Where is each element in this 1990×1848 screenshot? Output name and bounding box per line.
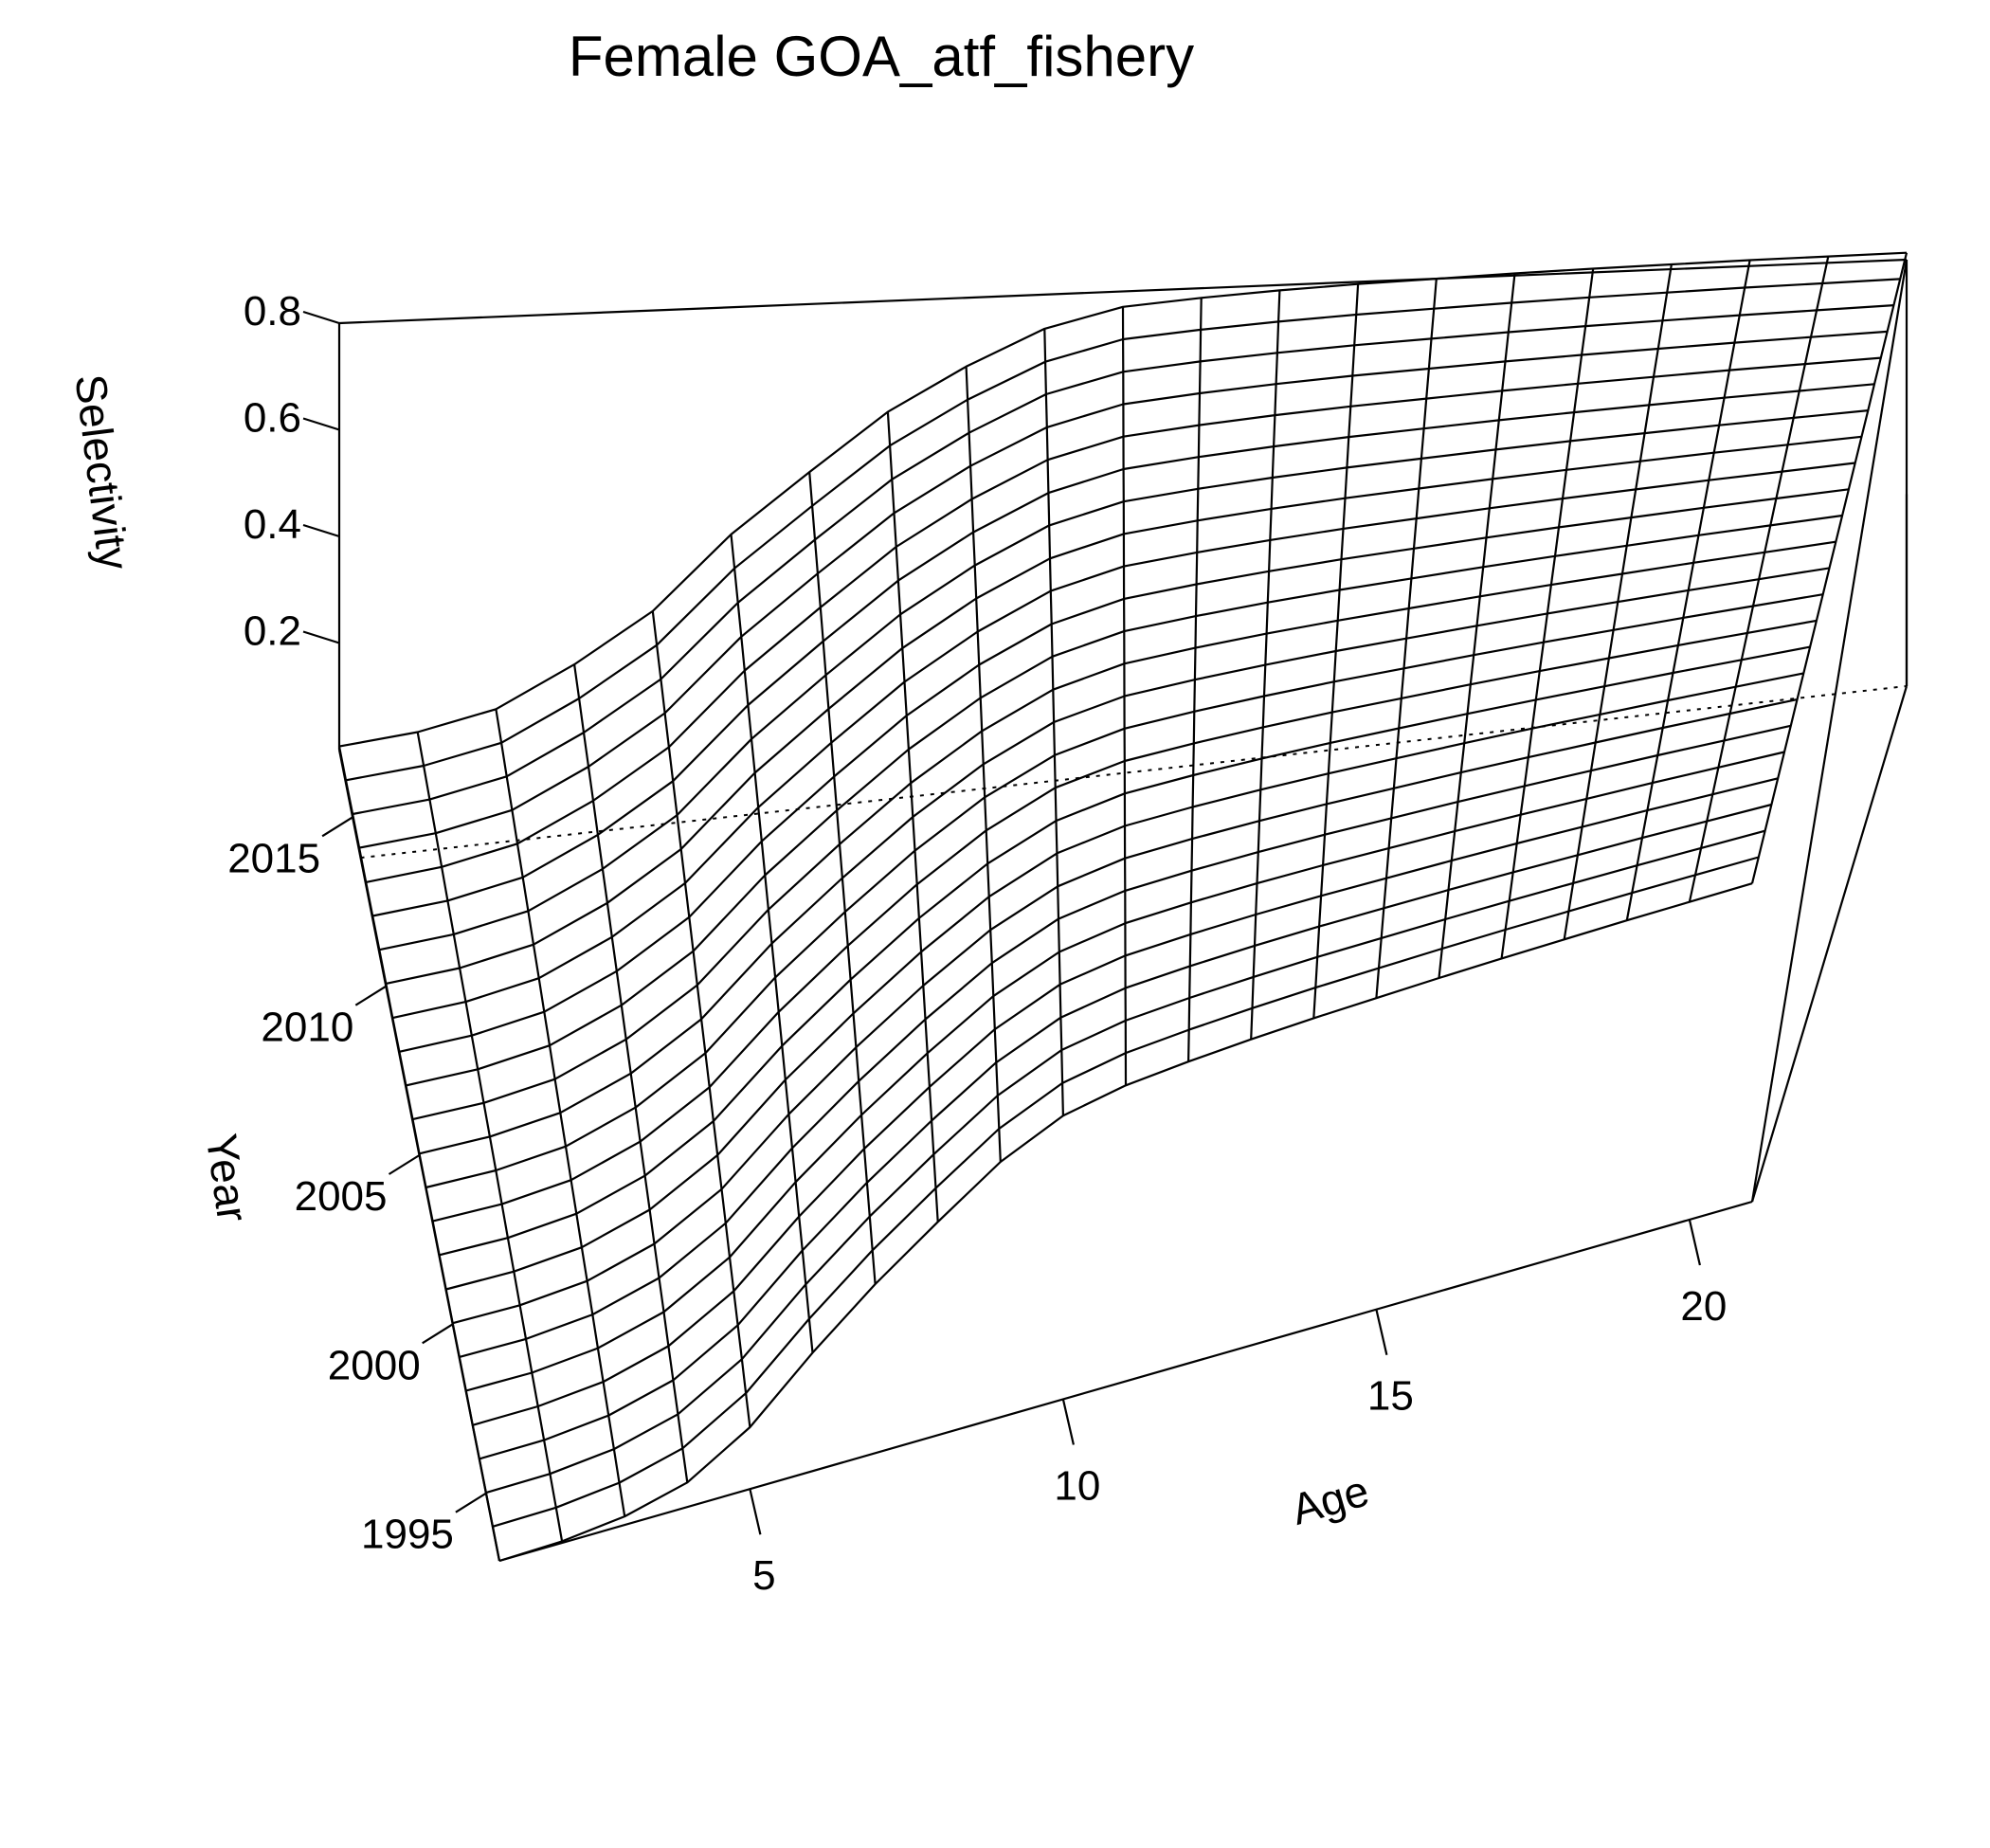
z-tick-0.6 — [302, 417, 340, 431]
z-tick-0.8 — [302, 310, 340, 325]
surface-age-line-4 — [573, 663, 689, 1483]
z-tick-label-0.4: 0.4 — [244, 501, 301, 548]
surface-mesh — [337, 251, 1909, 1563]
y-tick-1995 — [455, 1492, 487, 1513]
x-tick-20 — [1688, 1219, 1701, 1266]
surface-age-line-18 — [1563, 263, 1673, 940]
z-tick-0.2 — [302, 630, 340, 644]
surface-age-line-3 — [495, 709, 626, 1517]
y-tick-2015 — [321, 816, 353, 838]
y-tick-label-2000: 2000 — [328, 1342, 421, 1388]
x-tick-label-10: 10 — [1054, 1463, 1100, 1510]
bounding-box-front — [337, 749, 1753, 1563]
surface-age-line-10 — [1043, 328, 1064, 1116]
x-tick-label-5: 5 — [752, 1552, 775, 1599]
z-tick-label-0.2: 0.2 — [244, 608, 301, 655]
surface-age-line-14 — [1312, 283, 1360, 1019]
y-tick-label-2005: 2005 — [295, 1173, 388, 1220]
surface-age-line-11 — [1121, 306, 1128, 1086]
surface-age-line-7 — [808, 472, 877, 1285]
surface-age-line-17 — [1500, 268, 1595, 959]
y-tick-label-2010: 2010 — [261, 1005, 353, 1051]
bounding-box-back — [337, 258, 1909, 1203]
x-tick-10 — [1061, 1399, 1075, 1445]
x-tick-label-15: 15 — [1367, 1373, 1414, 1420]
y-tick-label-2015: 2015 — [227, 835, 320, 881]
surface-age-line-19 — [1625, 260, 1751, 921]
x-tick-5 — [749, 1488, 762, 1535]
box-edge-front-base — [498, 1200, 1753, 1563]
z-tick-0.4 — [302, 523, 340, 538]
surface-age-line-2 — [416, 732, 564, 1542]
y-tick-label-1995: 1995 — [361, 1512, 454, 1558]
x-tick-label-20: 20 — [1680, 1283, 1727, 1330]
chart-title: Female GOA_atf_fishery — [569, 25, 1194, 88]
x-tick-15 — [1375, 1309, 1388, 1355]
axis-ticks: 5 10 15 20 1995 2000 2005 2010 2015 0.2 0.4 0.6 0.8 — [227, 288, 1727, 1599]
y-axis-label: Year — [197, 1131, 258, 1224]
x-axis-label: Age — [1286, 1465, 1374, 1534]
box-edge-back-top — [338, 258, 1908, 325]
y-tick-2000 — [422, 1323, 454, 1345]
z-tick-label-0.8: 0.8 — [244, 288, 301, 335]
box-edge-right-diagonal — [1750, 259, 1909, 1203]
surface-age-line-6 — [730, 534, 814, 1353]
surface-age-line-13 — [1250, 290, 1281, 1040]
surface-age-line-9 — [965, 366, 1002, 1163]
y-tick-2005 — [388, 1154, 421, 1175]
box-edge-hidden-base — [360, 685, 1908, 860]
z-tick-label-0.6: 0.6 — [244, 395, 301, 442]
surface-age-line-16 — [1438, 273, 1516, 979]
surface-age-line-8 — [886, 411, 939, 1223]
surface-age-line-15 — [1375, 279, 1438, 999]
box-edge-right-base — [1750, 685, 1909, 1203]
surface-age-line-12 — [1187, 298, 1203, 1062]
z-axis-label: Selectivity — [65, 371, 138, 572]
surface-age-line-5 — [651, 610, 751, 1428]
y-tick-2010 — [354, 985, 387, 1006]
surface-age-line-20 — [1688, 256, 1830, 902]
surface-age-line-21 — [1750, 252, 1909, 884]
